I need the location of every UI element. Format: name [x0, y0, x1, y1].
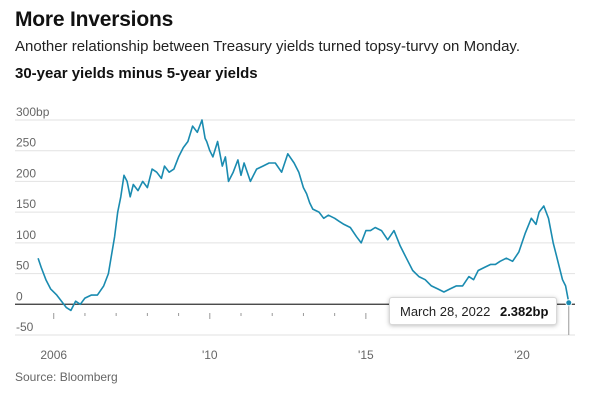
- y-tick-label: 300bp: [16, 105, 50, 119]
- y-tick-label: 150: [16, 197, 36, 211]
- y-axis-ticks: 300bp 250 200 150 100 50 0 -50: [16, 105, 50, 334]
- y-tick-label: -50: [16, 320, 34, 334]
- hover-point: [565, 299, 573, 307]
- tooltip-date: March 28, 2022: [400, 304, 491, 319]
- chart-heading: 30-year yields minus 5-year yields: [15, 65, 258, 82]
- y-tick-label: 50: [16, 259, 30, 273]
- tooltip-value: 2.382bp: [499, 304, 549, 319]
- x-axis-ticks: 2006 '10 '15 '20: [40, 313, 554, 362]
- x-tick-label: '15: [358, 348, 374, 362]
- marker-layer: [565, 299, 573, 335]
- hover-tooltip: March 28, 2022 2.382bp: [389, 297, 557, 325]
- x-tick-label: '20: [514, 348, 530, 362]
- chart-subtitle: Another relationship between Treasury yi…: [15, 38, 520, 55]
- y-tick-label: 250: [16, 136, 36, 150]
- y-tick-label: 200: [16, 166, 36, 180]
- x-tick-label: '10: [202, 348, 218, 362]
- chart-title: More Inversions: [15, 8, 174, 31]
- series-line: [37, 119, 570, 312]
- x-tick-label: 2006: [40, 348, 67, 362]
- source-note: Source: Bloomberg: [15, 370, 118, 384]
- y-tick-label: 100: [16, 228, 36, 242]
- series-layer: [37, 119, 570, 312]
- y-tick-label: 0: [16, 289, 23, 303]
